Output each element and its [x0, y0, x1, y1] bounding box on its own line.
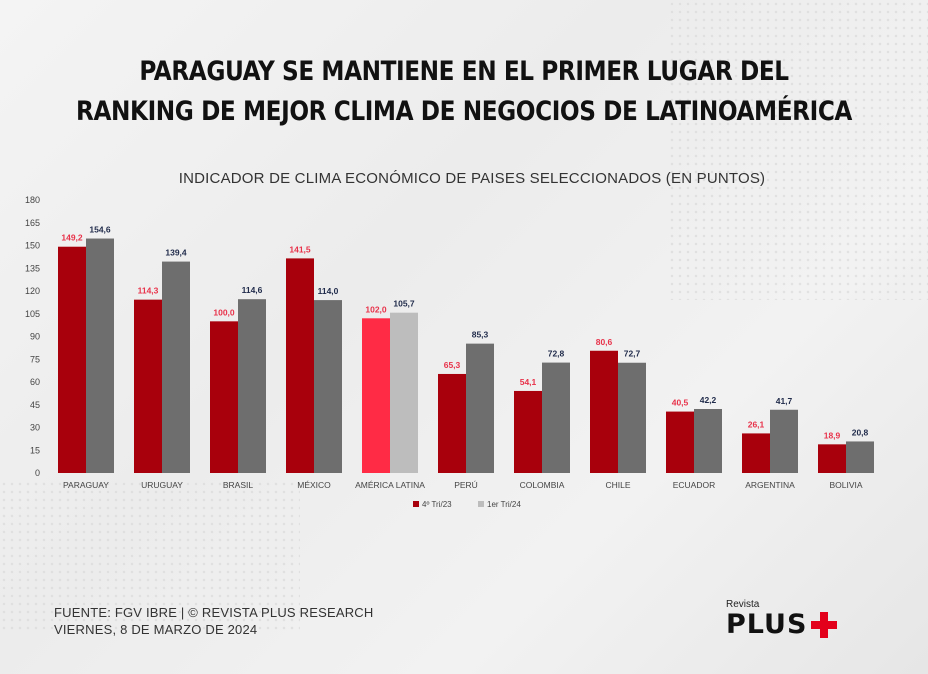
data-label: 18,9: [824, 430, 841, 440]
legend-label: 4º Tri/23: [422, 500, 452, 509]
bar-1tri24: [466, 343, 494, 473]
data-label: 72,8: [548, 349, 565, 359]
x-category-label: COLOMBIA: [520, 480, 565, 490]
logo-small-text: Revista: [726, 599, 760, 610]
bar-4tri23: [210, 321, 238, 473]
bar-4tri23: [514, 390, 542, 473]
bar-1tri24: [618, 362, 646, 473]
y-tick-label: 90: [30, 332, 40, 342]
y-tick-label: 0: [35, 468, 40, 478]
logo-big-text: PLUS: [726, 609, 808, 640]
data-label: 20,8: [852, 427, 869, 437]
bar-4tri23: [666, 411, 694, 473]
footer: FUENTE: FGV IBRE | © REVISTA PLUS RESEAR…: [54, 604, 373, 638]
y-tick-label: 135: [25, 263, 40, 273]
bar-1tri24: [694, 408, 722, 473]
data-label: 114,3: [138, 286, 159, 296]
y-tick-label: 120: [25, 286, 40, 296]
headline-line-2: RANKING DE MEJOR CLIMA DE NEGOCIOS DE LA…: [76, 96, 852, 127]
x-category-label: AMÉRICA LATINA: [355, 480, 425, 490]
data-label: 41,7: [776, 396, 793, 406]
y-tick-label: 105: [25, 309, 40, 319]
y-tick-label: 30: [30, 423, 40, 433]
legend-swatch: [478, 501, 484, 507]
data-label: 40,5: [672, 398, 689, 408]
bar-1tri24: [162, 261, 190, 473]
logo-wordmark: PLUS: [726, 609, 838, 640]
y-tick-label: 180: [25, 195, 40, 205]
x-category-label: PERÚ: [454, 480, 478, 490]
bar-1tri24: [238, 299, 266, 473]
plus-icon: [811, 612, 838, 638]
data-label: 65,3: [444, 360, 461, 370]
bar-1tri24: [542, 362, 570, 473]
y-tick-label: 15: [30, 445, 40, 455]
data-label: 102,0: [365, 304, 387, 314]
x-category-label: ARGENTINA: [745, 480, 795, 490]
data-label: 54,1: [520, 377, 537, 387]
bar-4tri23: [742, 433, 770, 473]
data-label: 26,1: [748, 419, 765, 429]
headline-line-1: PARAGUAY SE MANTIENE EN EL PRIMER LUGAR …: [139, 56, 789, 87]
source-text: FUENTE: FGV IBRE | © REVISTA PLUS RESEAR…: [54, 605, 374, 620]
bar-1tri24: [846, 441, 874, 473]
background-dot-pattern: [668, 0, 928, 300]
data-label: 114,6: [242, 285, 263, 295]
x-category-label: ECUADOR: [673, 480, 716, 490]
bar-4tri23: [590, 350, 618, 473]
y-tick-label: 150: [25, 241, 40, 251]
bar-1tri24: [314, 300, 342, 473]
legend-label: 1er Tri/24: [487, 500, 521, 509]
x-category-label: BOLIVIA: [829, 480, 862, 490]
data-label: 105,7: [393, 299, 415, 309]
bar-1tri24: [770, 409, 798, 473]
data-label: 80,6: [596, 337, 613, 347]
x-category-label: URUGUAY: [141, 480, 183, 490]
bar-1tri24: [86, 238, 114, 473]
x-category-label: MÉXICO: [297, 480, 331, 490]
data-label: 85,3: [472, 330, 489, 340]
bar-4tri23: [362, 318, 390, 473]
y-tick-label: 75: [30, 354, 40, 364]
date-text: VIERNES, 8 DE MARZO DE 2024: [54, 622, 258, 637]
data-label: 154,6: [89, 225, 111, 235]
data-label: 149,2: [61, 233, 83, 243]
y-tick-label: 60: [30, 377, 40, 387]
data-label: 100,0: [213, 307, 235, 317]
y-tick-label: 45: [30, 400, 40, 410]
data-label: 114,0: [318, 286, 339, 296]
bar-4tri23: [134, 299, 162, 473]
y-tick-label: 165: [25, 218, 40, 228]
bar-1tri24: [390, 312, 418, 473]
background-dot-pattern-lower: [0, 480, 300, 630]
data-label: 72,7: [624, 349, 641, 359]
bar-4tri23: [286, 258, 314, 473]
revista-plus-logo: Revista PLUS: [726, 599, 838, 640]
headline: PARAGUAY SE MANTIENE EN EL PRIMER LUGAR …: [65, 52, 863, 132]
data-label: 42,2: [700, 395, 717, 405]
x-category-label: CHILE: [605, 480, 630, 490]
data-label: 139,4: [165, 248, 187, 258]
bar-4tri23: [58, 246, 86, 473]
x-category-label: PARAGUAY: [63, 480, 109, 490]
x-category-label: BRASIL: [223, 480, 254, 490]
data-label: 141,5: [289, 244, 311, 254]
chart-title: INDICADOR DE CLIMA ECONÓMICO DE PAISES S…: [178, 170, 766, 187]
bar-4tri23: [818, 444, 846, 473]
bar-4tri23: [438, 373, 466, 473]
legend-swatch: [413, 501, 419, 507]
